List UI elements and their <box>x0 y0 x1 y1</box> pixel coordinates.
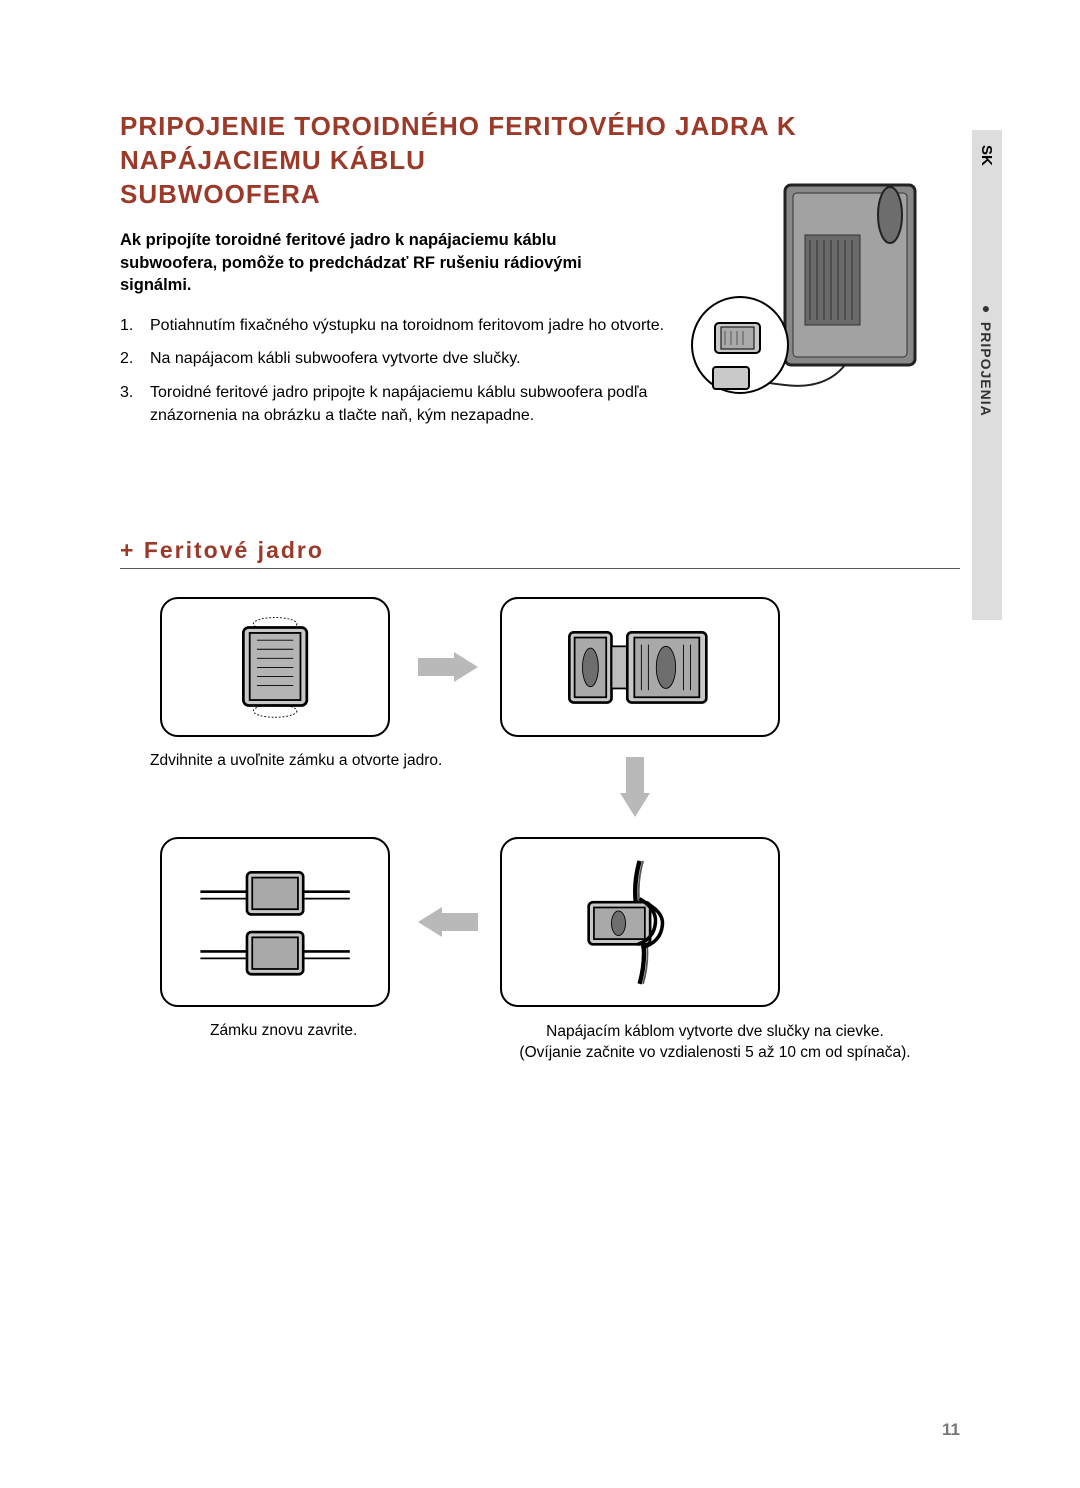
title-line-1: PRIPOJENIE TOROIDNÉHO FERITOVÉHO JADRA K… <box>120 111 797 175</box>
step-text: Potiahnutím fixačného výstupku na toroid… <box>150 314 664 337</box>
caption-step-3: Napájacím káblom vytvorte dve slučky na … <box>490 1022 940 1064</box>
illustration-grid: Zdvihnite a uvoľnite zámku a otvorte jad… <box>120 597 960 1157</box>
caption-c-line1: Napájacím káblom vytvorte dve slučky na … <box>546 1023 884 1040</box>
step-1: 1. Potiahnutím fixačného výstupku na tor… <box>120 314 690 337</box>
illus-step-1 <box>160 597 390 737</box>
step-2: 2. Na napájacom kábli subwoofera vytvort… <box>120 347 690 370</box>
subwoofer-illustration <box>685 175 925 405</box>
page-number: 11 <box>942 1420 960 1440</box>
ferrite-core-subtitle: + Feritové jadro <box>120 537 960 564</box>
step-text: Toroidné feritové jadro pripojte k napáj… <box>150 381 690 427</box>
illus-step-3 <box>500 837 780 1007</box>
caption-step-4: Zámku znovu zavrite. <box>210 1022 357 1040</box>
steps-list: 1. Potiahnutím fixačného výstupku na tor… <box>120 314 690 427</box>
caption-step-1: Zdvihnite a uvoľnite zámku a otvorte jad… <box>150 752 442 770</box>
step-text: Na napájacom kábli subwoofera vytvorte d… <box>150 347 521 370</box>
step-number: 2. <box>120 347 150 370</box>
step-number: 1. <box>120 314 150 337</box>
arrow-down-icon <box>620 757 650 817</box>
illus-step-4 <box>160 837 390 1007</box>
arrow-left-icon <box>418 907 478 937</box>
divider <box>120 568 960 569</box>
page-content: PRIPOJENIE TOROIDNÉHO FERITOVÉHO JADRA K… <box>0 0 1080 1217</box>
caption-c-line2: (Ovíjanie začnite vo vzdialenosti 5 až 1… <box>519 1044 910 1061</box>
step-3: 3. Toroidné feritové jadro pripojte k na… <box>120 381 690 427</box>
illus-step-2 <box>500 597 780 737</box>
arrow-right-icon <box>418 652 478 682</box>
title-line-2: SUBWOOFERA <box>120 179 321 209</box>
intro-paragraph: Ak pripojíte toroidné feritové jadro k n… <box>120 229 600 296</box>
step-number: 3. <box>120 381 150 427</box>
